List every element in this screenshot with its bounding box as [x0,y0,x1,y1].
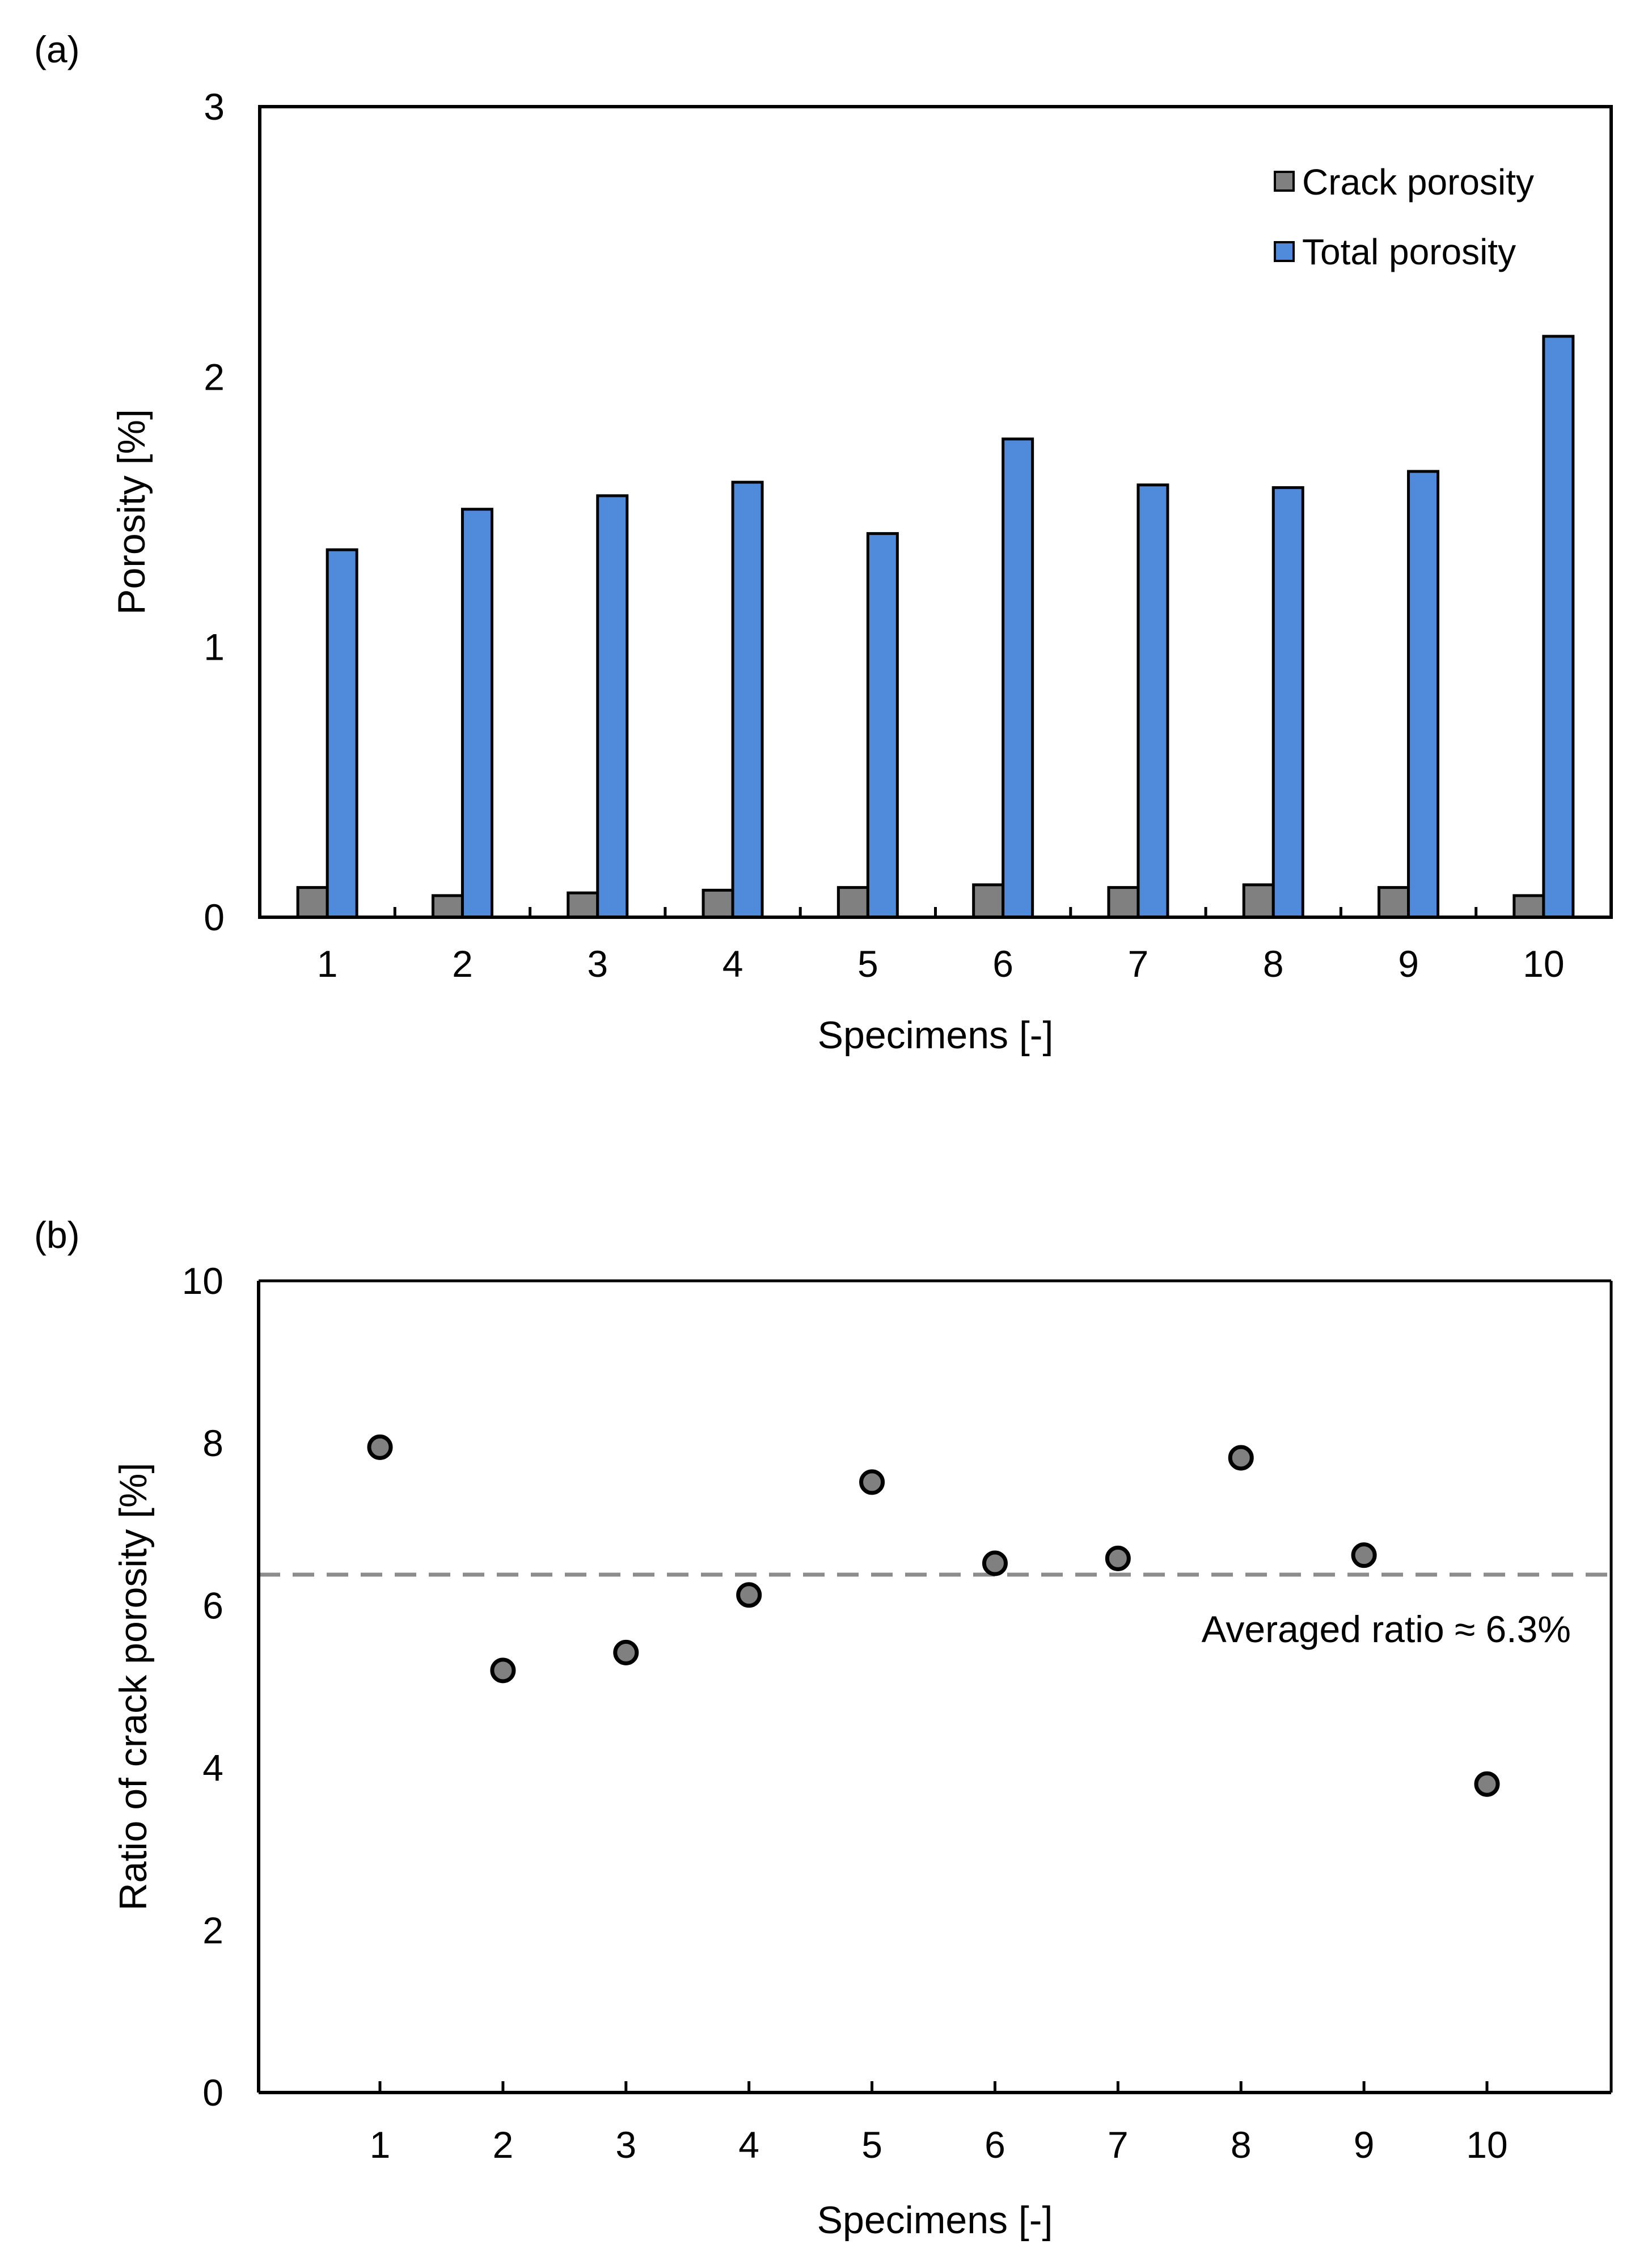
x-tick-label: 10 [1523,943,1564,985]
ratio-point-3 [613,1639,639,1665]
panel-a-x-tick-labels: 1 2 3 4 5 6 7 8 9 10 [317,943,1565,985]
bar-crack-porosity-3 [567,891,599,919]
x-tick-label: 1 [317,943,338,985]
ratio-point-7 [1105,1545,1131,1571]
x-tick-label: 7 [1108,2124,1129,2166]
x-tick-label: 3 [587,943,608,985]
panel-a-porosity-bar-chart: 0 1 2 3 1 2 3 4 5 6 7 8 9 10 Specimens [-] Porosity … [110,86,1613,1057]
ratio-point-5 [859,1469,885,1495]
legend-label-total-porosity: Total porosity [1302,231,1516,272]
panel-b-points [367,1434,1500,1797]
bar-total-porosity-4 [731,480,764,919]
x-tick-label: 8 [1263,943,1284,985]
x-tick-label: 6 [992,943,1013,985]
bar-total-porosity-5 [866,532,899,919]
panel-a-y-axis-title: Porosity [%] [110,409,153,615]
panel-b-y-tick-labels: 0 2 4 6 8 10 [182,1260,223,2114]
bar-crack-porosity-8 [1242,883,1275,919]
panel-a-bars [296,335,1575,919]
panel-a-y-tick-labels: 0 1 2 3 [204,86,225,938]
x-tick-label: 9 [1354,2124,1375,2166]
x-tick-label: 5 [857,943,878,985]
x-tick-label: 4 [738,2124,759,2166]
bar-crack-porosity-4 [702,888,734,919]
x-tick-label: 1 [370,2124,391,2166]
panel-a-plot-frame [258,105,1613,919]
y-tick-label: 1 [204,626,225,668]
y-tick-label: 8 [202,1422,223,1464]
panel-b-plot-frame [257,1279,1613,2094]
y-tick-label: 2 [204,356,225,398]
bar-crack-porosity-1 [296,886,329,919]
y-tick-label: 6 [202,1584,223,1626]
y-tick-label: 10 [182,1260,223,1302]
bar-crack-porosity-6 [972,883,1005,919]
bar-crack-porosity-9 [1378,886,1410,919]
x-tick-label: 7 [1128,943,1149,985]
x-tick-label: 10 [1466,2124,1507,2166]
panel-a-label: (a) [34,28,80,70]
panel-a-x-axis-title: Specimens [-] [818,1014,1054,1057]
ratio-point-10 [1474,1771,1500,1797]
ratio-point-8 [1228,1445,1254,1471]
x-tick-label: 6 [985,2124,1005,2166]
ratio-point-4 [736,1582,762,1608]
legend-swatch-crack-porosity [1274,171,1295,192]
bar-crack-porosity-2 [431,894,464,919]
bar-total-porosity-3 [596,494,629,919]
bar-crack-porosity-10 [1512,894,1545,919]
x-tick-label: 9 [1398,943,1419,985]
x-tick-label: 4 [723,943,743,985]
y-tick-label: 0 [202,2072,223,2114]
ratio-point-6 [982,1550,1008,1576]
x-tick-label: 3 [615,2124,636,2166]
x-tick-label: 8 [1231,2124,1252,2166]
x-tick-label: 2 [493,2124,514,2166]
bar-total-porosity-9 [1407,470,1440,919]
averaged-ratio-annotation: Averaged ratio ≈ 6.3% [1202,1608,1571,1650]
legend-swatch-total-porosity [1274,241,1295,262]
panel-b-y-axis-title: Ratio of crack porosity [%] [112,1463,155,1911]
ratio-point-9 [1351,1542,1377,1568]
panel-b-x-axis-title: Specimens [-] [817,2199,1053,2242]
y-tick-label: 4 [202,1747,223,1789]
bar-total-porosity-1 [326,548,358,919]
y-tick-label: 3 [204,86,225,128]
bar-total-porosity-10 [1542,335,1575,919]
legend-label-crack-porosity: Crack porosity [1302,162,1534,203]
bar-total-porosity-8 [1271,486,1304,919]
panel-b-label: (b) [34,1214,80,1256]
ratio-point-2 [490,1657,516,1684]
x-tick-label: 2 [452,943,473,985]
y-tick-label: 2 [202,1909,223,1951]
ratio-point-1 [367,1434,393,1460]
bar-total-porosity-7 [1136,483,1169,919]
panel-a-legend: Crack porosity Total porosity [1274,162,1534,272]
panel-b-tick-marks [378,2081,1489,2093]
bar-crack-porosity-5 [836,886,869,919]
bar-total-porosity-6 [1002,437,1034,919]
panel-b-x-tick-labels: 1 2 3 4 5 6 7 8 9 10 [370,2124,1508,2166]
x-tick-label: 5 [861,2124,882,2166]
bar-total-porosity-2 [460,508,493,919]
y-tick-label: 0 [204,896,225,938]
bar-crack-porosity-7 [1107,886,1140,919]
